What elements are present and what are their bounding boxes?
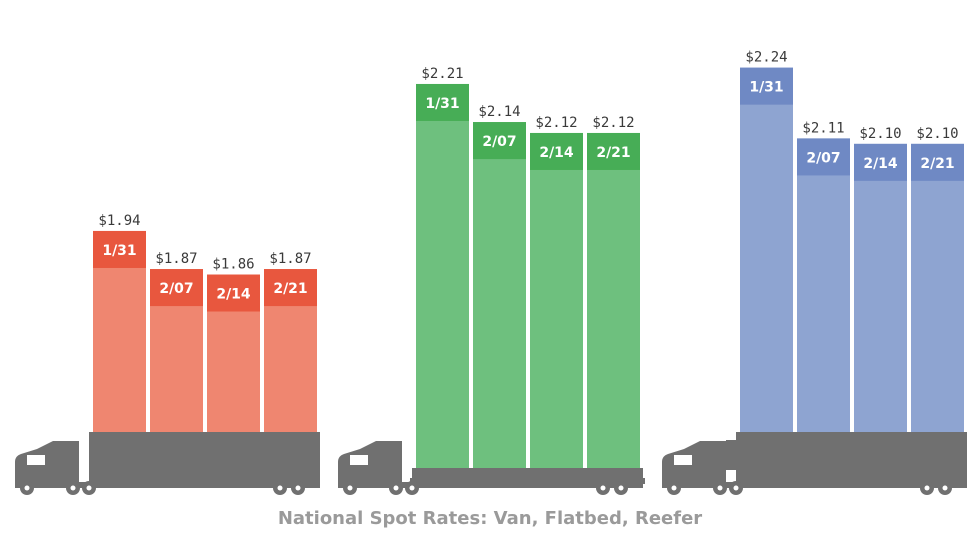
chart-caption: National Spot Rates: Van, Flatbed, Reefe… (277, 508, 703, 529)
category-label: 2/07 (806, 150, 840, 166)
wheel-hub (70, 485, 76, 491)
bar (473, 122, 526, 469)
category-label: 2/21 (920, 156, 954, 172)
wheel-hub (924, 485, 930, 491)
bar-cap (740, 67, 793, 105)
wheel-hub (618, 485, 624, 491)
bar (911, 143, 964, 433)
value-label: $2.10 (916, 126, 958, 142)
chassis (338, 482, 643, 488)
value-label: $1.87 (155, 251, 197, 267)
reefer-unit (726, 440, 738, 470)
wheel-hub (942, 485, 948, 491)
wheel-hub (393, 485, 399, 491)
category-label: 1/31 (425, 96, 459, 112)
labels-van: 1/31 $1.94 2/07 $1.87 2/14 $1.86 2/21 $1.87 (98, 213, 311, 303)
bar-cap (264, 269, 317, 307)
bar (416, 83, 469, 468)
category-label: 2/07 (159, 281, 193, 297)
wheel-hub (277, 485, 283, 491)
value-label: $2.10 (859, 126, 901, 142)
category-label: 2/21 (273, 281, 307, 297)
bar-cap (911, 143, 964, 181)
panel-flatbed: 1/31 $2.21 2/07 $2.14 2/14 $2.12 2/21 $2.12 (338, 66, 645, 495)
bar-cap (207, 274, 260, 312)
bar-cap (150, 269, 203, 307)
value-label: $1.87 (269, 251, 311, 267)
value-label: $2.24 (745, 50, 787, 66)
category-label: 2/14 (216, 287, 251, 303)
truck-cab (338, 441, 402, 486)
value-label: $1.94 (98, 213, 140, 229)
category-label: 2/07 (482, 134, 516, 150)
bar (587, 132, 640, 469)
wheel-hub (600, 485, 606, 491)
value-label: $2.12 (535, 115, 577, 131)
bar-cap (93, 230, 146, 268)
wheel-hub (295, 485, 301, 491)
flatbed-deck (412, 468, 643, 480)
truck-cab (662, 441, 726, 486)
category-label: 1/31 (102, 243, 136, 259)
bar-cap (473, 122, 526, 160)
wheel-hub (717, 485, 723, 491)
bar (740, 67, 793, 433)
cab-window (27, 455, 45, 465)
bar-cap (530, 132, 583, 170)
bars-flatbed (416, 83, 640, 469)
wheel-hub (347, 485, 353, 491)
bar (797, 138, 850, 432)
chassis (662, 482, 967, 488)
flatbed-frame (410, 478, 645, 484)
bar (854, 143, 907, 433)
category-label: 2/14 (539, 145, 574, 161)
bar-cap (587, 132, 640, 170)
value-label: $2.21 (421, 66, 463, 82)
bars-van (93, 230, 317, 432)
bar (530, 132, 583, 469)
bar-cap (854, 143, 907, 181)
cab-window (674, 455, 692, 465)
labels-flatbed: 1/31 $2.21 2/07 $2.14 2/14 $2.12 2/21 $2.12 (421, 66, 634, 161)
category-label: 2/21 (596, 145, 630, 161)
value-label: $2.11 (802, 120, 844, 136)
trailer-box (736, 432, 967, 484)
wheel-hub (86, 485, 92, 491)
trailer-box (89, 432, 320, 484)
panel-van: 1/31 $1.94 2/07 $1.87 2/14 $1.86 2/21 $1.87 (15, 213, 320, 495)
bar-cap (797, 138, 850, 176)
bars-reefer (740, 67, 964, 433)
truck-cab (15, 441, 79, 486)
panel-reefer: 1/31 $2.24 2/07 $2.11 2/14 $2.10 2/21 $2.10 (662, 50, 967, 495)
category-label: 2/14 (863, 156, 898, 172)
wheel-hub (733, 485, 739, 491)
value-label: $2.12 (592, 115, 634, 131)
wheel-hub (409, 485, 415, 491)
wheel-hub (671, 485, 677, 491)
wheel-hub (24, 485, 30, 491)
bar-cap (416, 83, 469, 121)
value-label: $2.14 (478, 104, 520, 120)
chassis (15, 482, 320, 488)
cab-window (350, 455, 368, 465)
category-label: 1/31 (749, 80, 783, 96)
value-label: $1.86 (212, 257, 254, 273)
labels-reefer: 1/31 $2.24 2/07 $2.11 2/14 $2.10 2/21 $2.10 (745, 50, 958, 172)
